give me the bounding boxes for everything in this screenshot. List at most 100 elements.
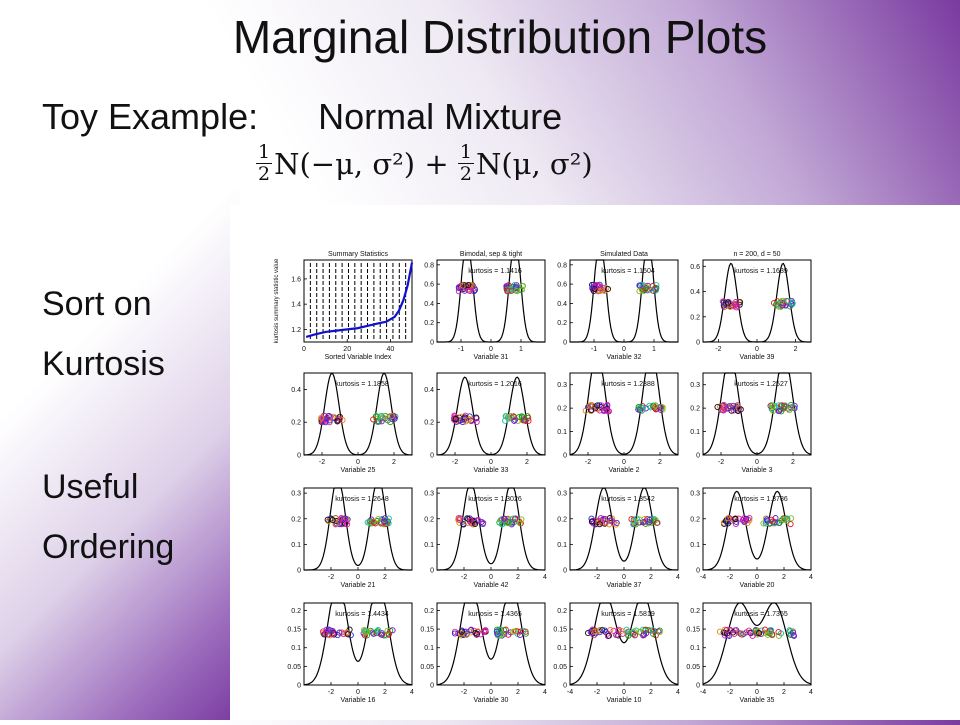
y-tick-label: 1.6 — [291, 276, 301, 283]
y-tick-label: 0 — [563, 453, 567, 460]
data-point — [516, 413, 523, 421]
data-point — [787, 628, 794, 635]
y-tick-label: 0.1 — [690, 429, 700, 436]
kurtosis-annotation: kurtosis = 1.5819 — [601, 611, 655, 618]
y-tick-label: 0.2 — [424, 420, 434, 427]
panel-xlabel: Variable 21 — [341, 582, 376, 589]
data-point — [740, 516, 747, 523]
panel-4: n = 200, d = 50 Variable 39 -2 0 2 0 0.2 0.4 0.6… — [690, 251, 812, 361]
y-tick-label: 0 — [563, 683, 567, 690]
data-point — [510, 628, 517, 635]
kurtosis-curve — [305, 262, 414, 339]
data-point — [652, 402, 659, 409]
y-tick-label: 0 — [696, 568, 700, 575]
x-tick-label: 4 — [676, 574, 680, 581]
data-point — [727, 404, 735, 411]
data-point — [779, 302, 786, 309]
x-tick-label: 0 — [489, 689, 493, 696]
data-point — [455, 516, 462, 523]
data-point — [340, 631, 347, 638]
y-tick-label: 0 — [297, 683, 301, 690]
data-point — [517, 520, 524, 527]
data-point — [362, 628, 369, 635]
data-point — [642, 285, 649, 292]
x-tick-label: 4 — [676, 689, 680, 696]
panel-5: Variable 25 -2 0 2 0 0.2 0.4 kurtosis = 1.1858 — [291, 372, 413, 474]
data-point — [601, 627, 608, 634]
y-tick-label: 0.3 — [291, 491, 301, 498]
data-point — [732, 301, 739, 308]
data-point — [332, 520, 339, 527]
kurtosis-annotation: kurtosis = 1.2527 — [734, 381, 788, 388]
panel-xlabel: Variable 2 — [608, 467, 639, 474]
data-point — [727, 516, 734, 523]
x-tick-label: -2 — [461, 574, 467, 581]
data-point — [642, 286, 649, 293]
data-point — [640, 632, 647, 639]
y-tick-label: 0.1 — [690, 542, 700, 549]
panel-title: Bimodal, sep & tight — [460, 251, 522, 258]
data-point — [507, 629, 514, 636]
data-point — [520, 414, 527, 421]
kurtosis-annotation: kurtosis = 1.2648 — [335, 496, 389, 503]
data-point — [473, 414, 480, 421]
data-point — [510, 515, 517, 522]
data-point — [615, 626, 622, 633]
data-point — [760, 520, 767, 527]
panel-ylabel: kurtosis summary statistic value — [274, 258, 280, 343]
panel-1: Summary Statistics Sorted Variable Index k… — [274, 251, 414, 361]
data-point — [775, 628, 782, 636]
y-tick-label: 0.1 — [557, 645, 567, 652]
data-point — [731, 627, 738, 634]
density-curve — [303, 372, 413, 456]
x-tick-label: 0 — [356, 689, 360, 696]
data-point — [345, 631, 352, 638]
data-point — [522, 628, 529, 635]
data-point — [465, 281, 472, 289]
data-point — [458, 628, 465, 635]
data-point — [778, 297, 785, 305]
data-point — [474, 516, 482, 523]
data-point — [787, 521, 794, 528]
data-point — [732, 515, 739, 522]
panel-10: Variable 42 -2 0 2 4 0 0.1 0.2 0.3 kurtosis = 1.3… — [424, 487, 547, 589]
data-point — [451, 628, 459, 635]
data-point — [767, 629, 774, 636]
data-point — [325, 518, 332, 525]
data-point — [368, 520, 375, 527]
data-point — [327, 627, 334, 634]
x-tick-label: -1 — [591, 346, 597, 353]
data-point — [633, 515, 640, 522]
y-tick-label: 0.2 — [424, 320, 434, 327]
y-tick-label: 0.15 — [686, 627, 700, 634]
data-point — [648, 287, 655, 294]
x-tick-label: 0 — [755, 459, 759, 466]
y-tick-label: 0.1 — [557, 542, 567, 549]
x-tick-label: -2 — [727, 689, 733, 696]
data-point — [588, 515, 595, 522]
data-point — [717, 403, 724, 410]
x-tick-label: -4 — [567, 689, 573, 696]
data-point — [512, 285, 519, 292]
data-point — [596, 402, 603, 409]
x-tick-label: 20 — [343, 346, 351, 353]
y-tick-label: 0.05 — [420, 664, 434, 671]
data-point — [381, 518, 388, 525]
x-tick-label: -2 — [461, 689, 467, 696]
plots-grid-svg: Summary Statistics Sorted Variable Index k… — [274, 251, 813, 704]
y-tick-label: 0.15 — [553, 627, 567, 634]
data-point — [322, 417, 330, 424]
x-tick-label: 0 — [755, 346, 759, 353]
x-tick-label: -2 — [452, 459, 458, 466]
data-point — [510, 413, 517, 420]
y-tick-label: 0 — [297, 568, 301, 575]
data-point — [588, 518, 596, 525]
data-point — [601, 284, 608, 292]
data-point — [791, 405, 798, 412]
data-point — [384, 627, 391, 634]
y-tick-label: 0.2 — [291, 608, 301, 615]
x-tick-label: 1 — [519, 346, 523, 353]
x-tick-label: 1 — [652, 346, 656, 353]
y-tick-label: 0.4 — [557, 301, 567, 308]
data-point — [511, 281, 518, 289]
